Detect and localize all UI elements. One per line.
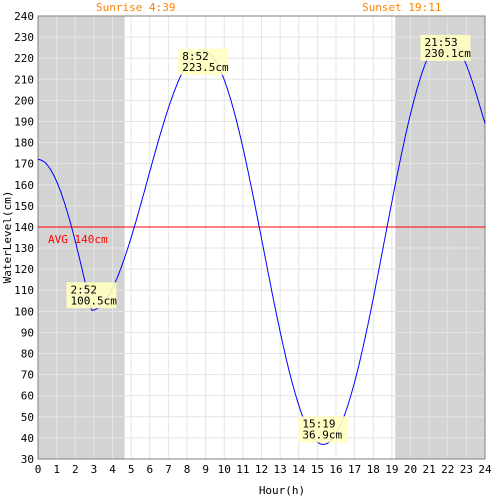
average-line-group: AVG 140cm [38,226,485,246]
y-tick-label: 160 [14,179,34,192]
y-tick-label: 40 [21,432,34,445]
x-tick-label: 14 [292,463,306,476]
x-tick-label: 18 [367,463,380,476]
x-tick-label: 12 [255,463,268,476]
plot-frame [37,15,486,460]
x-tick-label: 16 [329,463,342,476]
y-tick-label: 120 [14,263,34,276]
x-tick-label: 17 [348,463,361,476]
annotation-level: 100.5cm [70,294,117,307]
x-tick-label: 4 [109,463,116,476]
x-tick-label: 7 [165,463,172,476]
x-tick-label: 3 [91,463,98,476]
y-tick-label: 200 [14,94,34,107]
x-tick-label: 15 [311,463,324,476]
x-tick-label: 1 [53,463,60,476]
average-label: AVG 140cm [48,233,108,246]
annotation-box [178,48,229,75]
sunrise-label: Sunrise 4:39 [96,1,175,14]
y-tick-label: 100 [14,305,34,318]
y-tick-label: 220 [14,52,34,65]
y-tick-label: 130 [14,242,34,255]
x-tick-label: 9 [202,463,209,476]
y-tick-label: 230 [14,31,34,44]
y-tick-label: 190 [14,115,34,128]
annotation-time: 2:52 [70,283,97,296]
y-tick-label: 80 [21,348,34,361]
y-tick-label: 170 [14,158,34,171]
x-tick-label: 0 [35,463,42,476]
x-tick-label: 23 [460,463,473,476]
annotation-box [420,34,471,61]
y-tick-label: 210 [14,73,34,86]
annotation-time: 21:53 [425,36,458,49]
annotation-time: 8:52 [182,50,209,63]
x-tick-label: 8 [184,463,191,476]
y-tick-label: 60 [21,390,34,403]
x-axis-label: Hour(h) [259,484,305,497]
annotation-box [66,282,117,309]
y-tick-label: 30 [21,453,34,466]
x-tick-label: 2 [72,463,79,476]
x-tick-label: 19 [385,463,398,476]
x-tick-label: 21 [423,463,436,476]
y-tick-label: 70 [21,369,34,382]
night-before-sunrise [38,16,125,459]
y-tick-label: 50 [21,411,34,424]
x-tick-label: 24 [478,463,492,476]
x-tick-label: 6 [146,463,153,476]
annotation-level: 36.9cm [302,428,342,441]
annotation-time: 15:19 [302,417,335,430]
y-tick-label: 180 [14,137,34,150]
y-axis-label: WaterLevel(cm) [1,191,14,284]
y-tick-label: 240 [14,10,34,23]
y-tick-label: 150 [14,200,34,213]
x-tick-label: 22 [441,463,454,476]
annotation-box [298,416,349,443]
x-tick-label: 20 [404,463,417,476]
x-tick-label: 5 [128,463,135,476]
x-tick-label: 13 [274,463,287,476]
grid [37,15,486,460]
y-tick-label: 110 [14,284,34,297]
annotation-level: 230.1cm [425,47,472,60]
x-tick-label: 11 [236,463,249,476]
axis-ticks: 0 1 2 3 4 5 6 7 8 9 10 11 12 13 14 15 16 17 18 19 20 21 22 23 24… [14,10,492,476]
night-after-sunset [395,16,485,459]
sunset-label: Sunset 19:11 [362,1,441,14]
y-tick-label: 90 [21,326,34,339]
y-tick-label: 140 [14,221,34,234]
x-tick-label: 10 [218,463,231,476]
annotation-level: 223.5cm [182,61,229,74]
